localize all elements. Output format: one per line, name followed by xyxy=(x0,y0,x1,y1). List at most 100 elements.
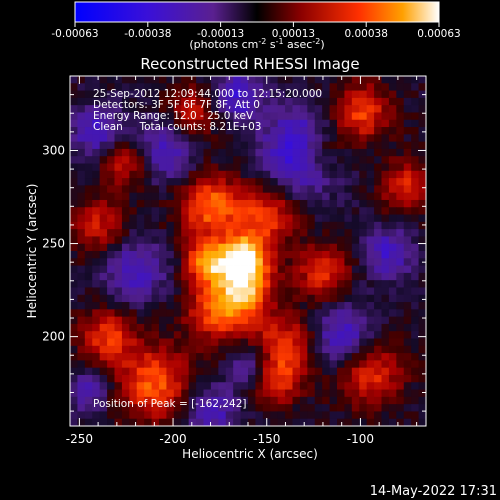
heatmap-cell xyxy=(292,163,301,172)
heatmap-cell xyxy=(337,396,345,405)
heatmap-cell xyxy=(92,221,101,230)
heatmap-cell xyxy=(322,112,330,121)
heatmap-cell xyxy=(411,396,419,405)
heatmap-cell xyxy=(292,148,301,157)
heatmap-cell xyxy=(351,374,360,383)
heatmap-cell xyxy=(366,127,375,135)
heatmap-cell xyxy=(344,309,353,318)
heatmap-cell xyxy=(99,148,108,157)
heatmap-cell xyxy=(166,287,175,296)
heatmap-cell xyxy=(210,418,219,426)
heatmap-cell xyxy=(129,396,138,405)
heatmap-cell xyxy=(121,178,130,186)
heatmap-cell xyxy=(337,404,345,412)
heatmap-cell xyxy=(270,294,279,303)
heatmap-cell xyxy=(225,192,234,201)
heatmap-cell xyxy=(70,323,78,332)
heatmap-cell xyxy=(307,207,316,215)
heatmap-cell xyxy=(210,265,219,274)
heatmap-cell xyxy=(240,374,249,383)
heatmap-cell xyxy=(337,163,345,172)
heatmap-cell xyxy=(233,192,241,201)
heatmap-cell xyxy=(159,192,167,201)
heatmap-cell xyxy=(99,294,108,303)
heatmap-cell xyxy=(196,404,204,412)
y-tick-label: 200 xyxy=(42,330,65,344)
heatmap-cell xyxy=(77,83,86,91)
y-axis-label: Heliocentric Y (arcsec) xyxy=(25,184,39,319)
heatmap-cell xyxy=(262,221,271,230)
heatmap-cell xyxy=(151,331,160,339)
heatmap-cell xyxy=(240,287,249,296)
heatmap-cell xyxy=(203,236,212,245)
heatmap-cell xyxy=(196,214,204,223)
heatmap-cell xyxy=(121,148,130,157)
heatmap-cell xyxy=(144,134,152,143)
heatmap-cell xyxy=(203,367,212,376)
heatmap-cell xyxy=(144,185,152,194)
heatmap-cell xyxy=(144,251,152,259)
heatmap-cell xyxy=(99,418,108,426)
heatmap-cell xyxy=(92,374,101,383)
heatmap-cell xyxy=(307,163,316,172)
heatmap-cell xyxy=(285,127,293,135)
heatmap-cell xyxy=(329,265,338,274)
heatmap-cell xyxy=(270,170,279,179)
heatmap-cell xyxy=(70,163,78,172)
heatmap-cell xyxy=(173,207,182,215)
heatmap-cell xyxy=(92,236,101,245)
heatmap-cell xyxy=(107,382,115,390)
heatmap-cell xyxy=(99,192,108,201)
heatmap-cell xyxy=(322,411,330,420)
heatmap-cell xyxy=(322,360,330,369)
heatmap-cell xyxy=(107,229,115,237)
heatmap-cell xyxy=(240,229,249,237)
heatmap-cell xyxy=(107,156,115,164)
heatmap-cell xyxy=(218,345,227,354)
heatmap-cell xyxy=(173,272,182,281)
heatmap-cell xyxy=(77,229,86,237)
heatmap-cell xyxy=(314,338,323,347)
heatmap-cell xyxy=(84,141,93,150)
heatmap-cell xyxy=(322,127,330,135)
heatmap-cell xyxy=(351,411,360,420)
heatmap-cell xyxy=(344,251,353,259)
heatmap-cell xyxy=(84,105,93,113)
heatmap-cell xyxy=(233,141,241,150)
heatmap-cell xyxy=(314,374,323,383)
heatmap-cell xyxy=(77,309,86,318)
heatmap-cell xyxy=(121,309,130,318)
heatmap-cell xyxy=(403,112,412,121)
heatmap-cell xyxy=(129,389,138,398)
heatmap-cell xyxy=(173,119,182,128)
y-tick-label: 300 xyxy=(42,143,65,157)
heatmap-cell xyxy=(285,97,293,106)
heatmap-cell xyxy=(322,90,330,99)
heatmap-cell xyxy=(292,119,301,128)
heatmap-cell xyxy=(418,199,426,208)
heatmap-cell xyxy=(374,272,382,281)
heatmap-cell xyxy=(166,83,175,91)
heatmap-cell xyxy=(255,331,264,339)
heatmap-cell xyxy=(218,156,227,164)
heatmap-cell xyxy=(322,272,330,281)
heatmap-cell xyxy=(70,199,78,208)
heatmap-cell xyxy=(277,418,286,426)
heatmap-cell xyxy=(307,229,316,237)
heatmap-cell xyxy=(121,294,130,303)
heatmap-cell xyxy=(396,141,405,150)
heatmap-cell xyxy=(173,170,182,179)
heatmap-cell xyxy=(188,199,197,208)
heatmap-cell xyxy=(166,236,175,245)
heatmap-cell xyxy=(233,170,241,179)
heatmap-cell xyxy=(203,119,212,128)
heatmap-cell xyxy=(411,170,419,179)
heatmap-cell xyxy=(188,229,197,237)
heatmap-cell xyxy=(337,367,345,376)
heatmap-cell xyxy=(307,316,316,325)
heatmap-cell xyxy=(351,112,360,121)
heatmap-cell xyxy=(418,367,426,376)
heatmap-cell xyxy=(344,382,353,390)
heatmap-cell xyxy=(381,294,390,303)
heatmap-cell xyxy=(196,396,204,405)
